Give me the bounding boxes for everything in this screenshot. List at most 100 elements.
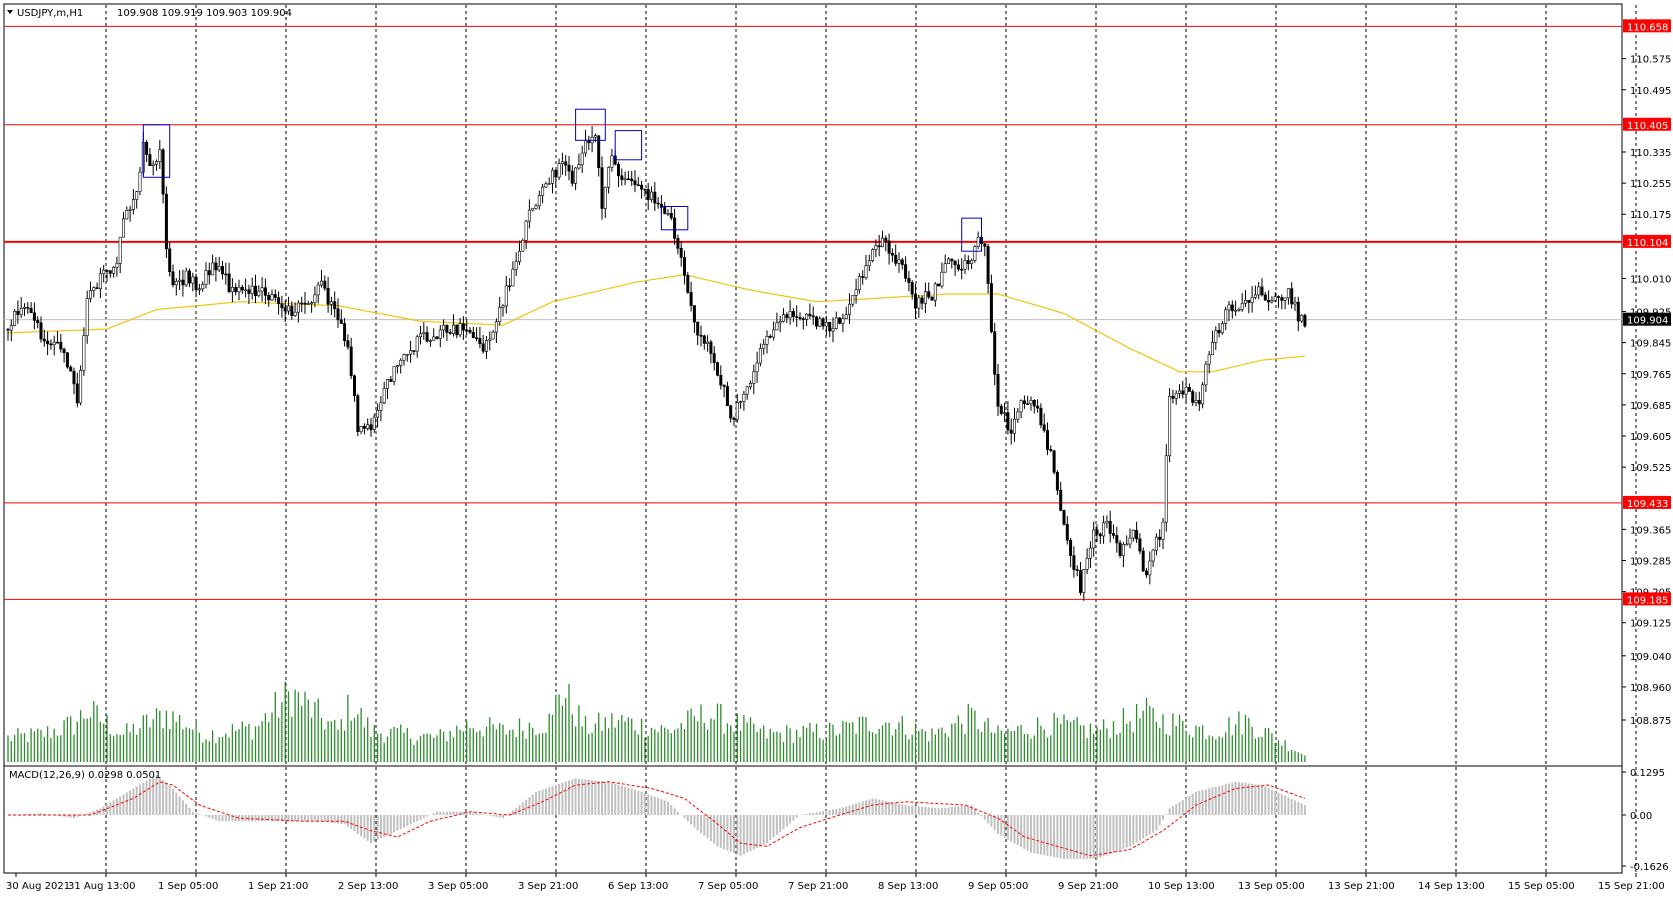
candle-body bbox=[722, 384, 726, 387]
candle-body bbox=[1052, 450, 1056, 473]
candle-body bbox=[1244, 299, 1248, 304]
candle-body bbox=[514, 261, 518, 270]
candle-body bbox=[260, 287, 264, 292]
level-tag-bg bbox=[1623, 592, 1671, 606]
candle-body bbox=[399, 359, 403, 366]
price-tick-label: 109.365 bbox=[1630, 525, 1671, 536]
candle-body bbox=[758, 348, 762, 364]
candle-body bbox=[1059, 489, 1063, 511]
candle-body bbox=[567, 164, 571, 172]
candle-body bbox=[521, 240, 525, 252]
candle-body bbox=[874, 245, 878, 250]
candle-body bbox=[904, 264, 908, 279]
candle-body bbox=[98, 273, 102, 290]
candle-body bbox=[557, 163, 561, 178]
candle-body bbox=[531, 207, 535, 211]
time-tick-label: 31 Aug 13:00 bbox=[68, 881, 135, 892]
candle-body bbox=[478, 338, 482, 345]
candle-body bbox=[1296, 301, 1300, 322]
candle-body bbox=[755, 362, 759, 373]
candle-body bbox=[630, 178, 634, 182]
candle-body bbox=[343, 323, 347, 341]
time-tick-label: 6 Sep 13:00 bbox=[608, 881, 668, 892]
candle-body bbox=[1194, 400, 1198, 403]
candle-body bbox=[1253, 294, 1257, 298]
candle-body bbox=[880, 237, 884, 248]
candle-body bbox=[1138, 538, 1142, 552]
candle-body bbox=[1181, 390, 1185, 395]
candle-body bbox=[422, 332, 426, 335]
candle-body bbox=[692, 305, 696, 323]
candle-body bbox=[1158, 536, 1162, 540]
candle-body bbox=[953, 260, 957, 266]
candle-body bbox=[224, 273, 228, 276]
candle-body bbox=[574, 167, 578, 184]
candle-body bbox=[201, 284, 205, 290]
candle-body bbox=[16, 310, 20, 315]
candle-body bbox=[92, 287, 96, 291]
candle-body bbox=[640, 184, 644, 190]
price-tick-label: 108.960 bbox=[1630, 683, 1671, 694]
candle-body bbox=[379, 402, 383, 411]
candle-body bbox=[240, 286, 244, 291]
chevron-down-icon[interactable] bbox=[7, 10, 13, 14]
candle-body bbox=[382, 388, 386, 404]
candle-body bbox=[6, 328, 10, 331]
candle-body bbox=[821, 318, 825, 327]
candle-body bbox=[1184, 387, 1188, 395]
candle-body bbox=[610, 155, 614, 168]
candle-body bbox=[795, 316, 799, 318]
candle-body bbox=[418, 333, 422, 338]
time-tick-label: 7 Sep 05:00 bbox=[698, 881, 758, 892]
candle-body bbox=[32, 312, 36, 321]
candle-body bbox=[211, 262, 215, 276]
candle-body bbox=[626, 178, 630, 181]
candle-body bbox=[805, 313, 809, 320]
candle-body bbox=[768, 335, 772, 338]
candle-body bbox=[633, 180, 637, 186]
time-tick-label: 13 Sep 21:00 bbox=[1328, 881, 1395, 892]
candle-body bbox=[831, 328, 835, 332]
candle-body bbox=[715, 362, 719, 376]
candle-body bbox=[742, 393, 746, 402]
candle-body bbox=[125, 210, 129, 220]
candle-body bbox=[319, 280, 323, 286]
candle-body bbox=[1026, 403, 1030, 405]
macd-label: MACD(12,26,9) 0.0298 0.0501 bbox=[9, 770, 161, 781]
candle-body bbox=[1148, 560, 1152, 576]
candle-body bbox=[653, 191, 657, 204]
candle-body bbox=[488, 338, 492, 341]
time-tick-label: 30 Aug 2021 bbox=[6, 881, 70, 892]
highlight-box bbox=[142, 124, 171, 178]
candle-body bbox=[636, 184, 640, 187]
candle-body bbox=[752, 371, 756, 384]
level-tag-bg bbox=[1623, 234, 1671, 248]
candle-body bbox=[273, 294, 277, 298]
candle-body bbox=[356, 395, 360, 432]
candle-body bbox=[42, 338, 46, 342]
candle-body bbox=[1069, 539, 1073, 556]
candle-body bbox=[1151, 549, 1155, 562]
candle-body bbox=[1088, 547, 1092, 559]
time-tick-label: 1 Sep 05:00 bbox=[158, 881, 218, 892]
macd-frame bbox=[3, 765, 1623, 874]
candle-body bbox=[643, 188, 647, 191]
candle-body bbox=[735, 402, 739, 420]
candle-body bbox=[1039, 407, 1043, 426]
level-tag-label: 109.185 bbox=[1627, 595, 1668, 606]
candle-body bbox=[376, 410, 380, 418]
candle-body bbox=[1273, 296, 1277, 301]
candle-body bbox=[824, 321, 828, 327]
candle-body bbox=[349, 346, 353, 377]
candle-body bbox=[828, 321, 832, 332]
candle-body bbox=[277, 297, 281, 305]
candle-body bbox=[1092, 529, 1096, 549]
candle-body bbox=[359, 425, 363, 432]
candle-body bbox=[1141, 550, 1145, 572]
candle-body bbox=[920, 297, 924, 304]
level-tag-bg bbox=[1623, 495, 1671, 509]
candle-body bbox=[960, 268, 964, 271]
ohlc-label: 109.908 109.919 109.903 109.904 bbox=[117, 8, 292, 19]
